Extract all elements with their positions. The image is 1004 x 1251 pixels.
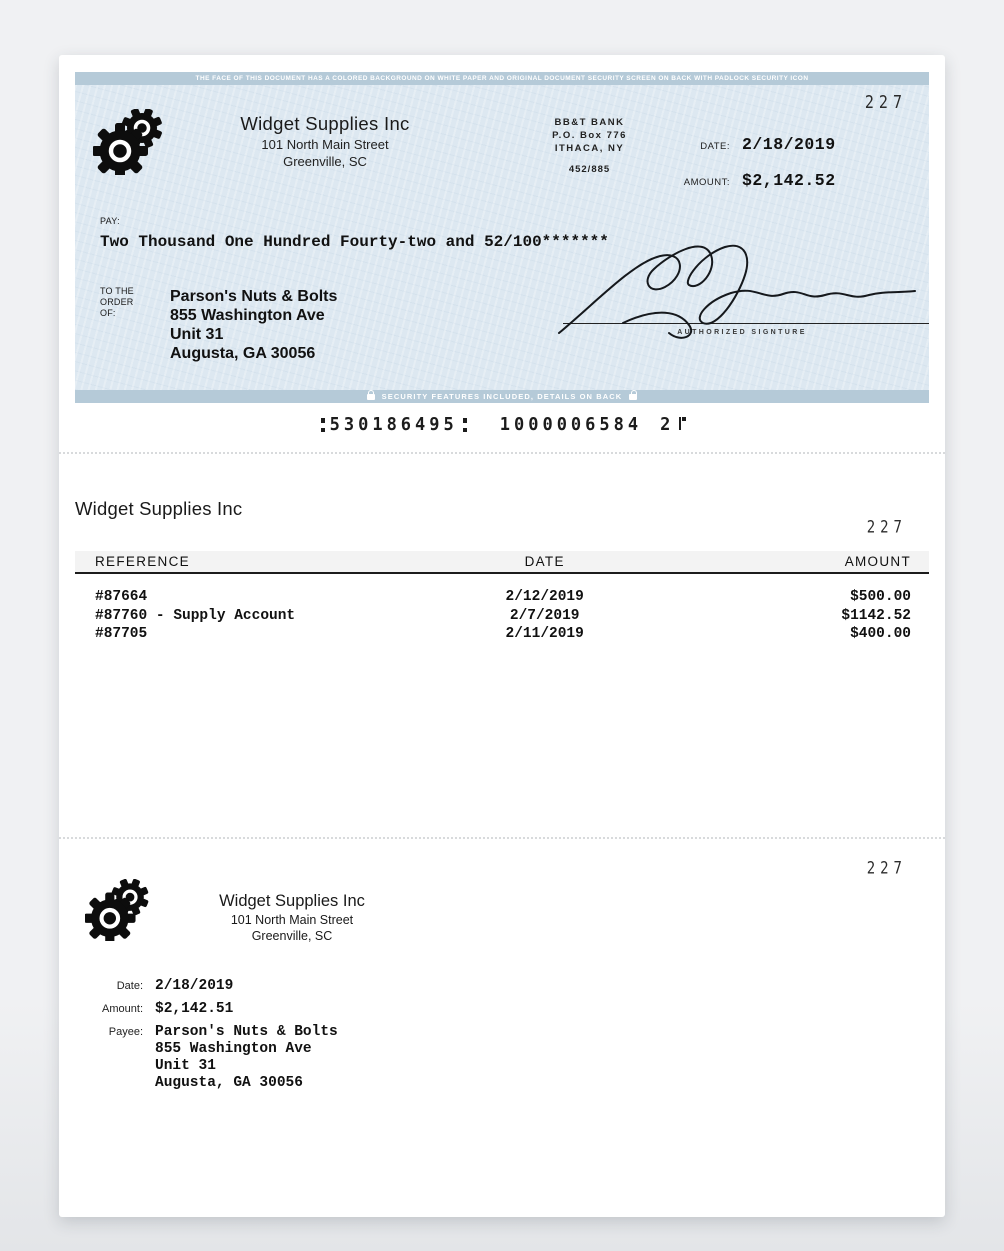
bank-name: BB&T BANK	[554, 117, 625, 128]
check-stub-voucher: 227 Widget Supplies Inc 101 North Main S…	[59, 839, 945, 1217]
micr-routing-number: 530186495	[329, 414, 458, 436]
check-stub-register: 227 Widget Supplies Inc REFERENCE DATE A…	[59, 498, 945, 837]
check-number: 227	[864, 91, 907, 113]
cell-reference: #87705	[95, 626, 148, 642]
cell-amount: $400.00	[850, 626, 911, 642]
company-address-line2: Greenville, SC	[251, 929, 333, 943]
cell-date: 2/7/2019	[509, 607, 580, 624]
micr-on-us-icon	[678, 417, 686, 433]
date-label: Date:	[116, 980, 143, 992]
stub-check-number: 227	[866, 859, 907, 879]
cell-date: 2/11/2019	[505, 626, 584, 642]
padlock-icon	[629, 389, 638, 400]
register-table-body: #87664 2/12/2019 $500.00 #87760 - Supply…	[75, 588, 929, 644]
date-label: DATE:	[700, 141, 730, 152]
payee-street: 855 Washington Ave	[170, 307, 325, 324]
bank-address-line2: ITHACA, NY	[554, 143, 625, 154]
company-address-line1: 101 North Main Street	[261, 137, 389, 152]
amount-in-words: Two Thousand One Hundred Fourty-two and …	[100, 233, 609, 251]
check-document: THE FACE OF THIS DOCUMENT HAS A COLORED …	[59, 55, 945, 1217]
authorized-signature-label: AUTHORIZED SIGNTURE	[677, 329, 807, 336]
company-address-line2: Greenville, SC	[283, 154, 367, 169]
company-block: Widget Supplies Inc 101 North Main Stree…	[167, 892, 417, 943]
security-features-banner: SECURITY FEATURES INCLUDED, DETAILS ON B…	[75, 389, 929, 403]
perforation-line	[59, 452, 945, 454]
payee-label: Payee:	[108, 1026, 143, 1038]
amount-label: Amount:	[102, 1003, 143, 1015]
payee-address-block: Parson's Nuts & Bolts 855 Washington Ave…	[170, 287, 337, 363]
cell-amount: $1142.52	[841, 607, 911, 624]
pay-label: PAY:	[100, 216, 120, 226]
amount-value: $2,142.51	[155, 1001, 234, 1017]
micr-transit-icon	[462, 417, 468, 433]
cell-date: 2/12/2019	[505, 589, 584, 605]
micr-account-number: 1000006584	[499, 414, 643, 436]
check-front: THE FACE OF THIS DOCUMENT HAS A COLORED …	[75, 72, 929, 403]
register-table-header: REFERENCE DATE AMOUNT	[75, 551, 929, 574]
company-address-line1: 101 North Main Street	[230, 913, 354, 927]
company-name: Widget Supplies Inc	[240, 113, 410, 134]
payee-address-block: Parson's Nuts & Bolts 855 Washington Ave…	[155, 1024, 338, 1092]
payee-unit: Unit 31	[155, 1058, 216, 1074]
micr-transit-icon	[320, 417, 326, 433]
signature	[558, 244, 916, 339]
signature-line	[563, 323, 929, 324]
micr-check-digit: 2	[660, 414, 675, 436]
cell-amount: $500.00	[850, 589, 911, 605]
cell-reference: #87760 - Supply Account	[95, 607, 296, 624]
padlock-icon	[366, 389, 375, 400]
stub-check-number: 227	[866, 518, 907, 538]
company-name: Widget Supplies Inc	[219, 892, 365, 910]
amount-value: $2,142.52	[742, 171, 836, 190]
check-body: 227 Widget Supplies Inc 101 North Main S…	[75, 85, 929, 390]
column-header-reference: REFERENCE	[95, 554, 190, 569]
perforation-line	[59, 837, 945, 839]
payee-city-state-zip: Augusta, GA 30056	[170, 345, 316, 362]
bank-address-line1: P.O. Box 776	[552, 130, 627, 141]
payee-city-state-zip: Augusta, GA 30056	[155, 1075, 303, 1091]
company-block: Widget Supplies Inc 101 North Main Stree…	[175, 113, 475, 169]
bank-fraction-code: 452/885	[568, 164, 611, 175]
column-header-date: DATE	[524, 554, 565, 569]
bank-block: BB&T BANK P.O. Box 776 ITHACA, NY 452/88…	[507, 117, 672, 177]
payee-unit: Unit 31	[170, 326, 224, 343]
date-amount-block: DATE: 2/18/2019 AMOUNT: $2,142.52	[670, 135, 945, 207]
table-row: #87705 2/11/2019 $400.00	[75, 625, 929, 644]
payee-name: Parson's Nuts & Bolts	[155, 1024, 338, 1040]
column-header-amount: AMOUNT	[844, 554, 911, 569]
micr-line: 530186495 1000006584 2	[59, 412, 945, 438]
payee-name: Parson's Nuts & Bolts	[170, 288, 338, 305]
cell-reference: #87664	[95, 589, 148, 605]
date-value: 2/18/2019	[742, 135, 836, 154]
payee-street: 855 Washington Ave	[155, 1041, 312, 1057]
to-the-order-of-label: TO THE ORDER OF:	[100, 286, 134, 318]
company-logo-gears-icon	[93, 105, 167, 180]
company-logo-gears-icon	[85, 876, 153, 946]
date-value: 2/18/2019	[155, 978, 234, 994]
voucher-fields: Date: 2/18/2019 Amount: $2,142.51 Payee:…	[83, 978, 338, 1098]
table-row: #87760 - Supply Account 2/7/2019 $1142.5…	[75, 607, 929, 626]
stub-company-name: Widget Supplies Inc	[75, 498, 243, 519]
table-row: #87664 2/12/2019 $500.00	[75, 588, 929, 607]
amount-label: AMOUNT:	[683, 177, 730, 188]
document-security-banner: THE FACE OF THIS DOCUMENT HAS A COLORED …	[75, 72, 929, 85]
